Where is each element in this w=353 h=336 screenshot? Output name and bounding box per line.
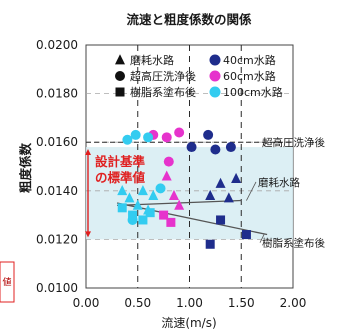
legend-marker: [115, 87, 125, 97]
stamp-text: 値: [2, 276, 11, 288]
legend-label: 磨耗水路: [130, 54, 174, 67]
reference-line: [116, 202, 268, 236]
data-point: [122, 134, 133, 145]
data-point: [137, 185, 148, 196]
y-tick-label: 0.0200: [36, 38, 78, 52]
design-range-label-line: 設計基準: [95, 154, 146, 169]
arrow-head-up: [85, 149, 91, 156]
data-point: [216, 215, 226, 225]
y-tick-label: 0.0140: [36, 184, 78, 198]
legend-label: 40cm水路: [223, 54, 276, 67]
chart-title: 流速と粗度係数の関係: [126, 12, 252, 27]
legend-marker: [115, 71, 125, 81]
data-point: [174, 127, 185, 138]
x-tick-label: 1.50: [228, 296, 255, 310]
data-point: [231, 172, 242, 183]
x-tick-label: 0.00: [73, 296, 100, 310]
data-point: [161, 132, 172, 143]
legend-marker: [115, 54, 125, 65]
reference-line-label: 樹脂系塗布後: [262, 237, 325, 250]
data-point: [145, 208, 155, 218]
data-point: [124, 192, 135, 203]
data-point: [186, 142, 197, 153]
data-point: [159, 210, 169, 220]
legend-marker: [209, 70, 221, 82]
legend-label: 樹脂系塗布後: [130, 85, 196, 99]
data-point: [130, 129, 141, 140]
data-point: [143, 132, 154, 143]
data-point: [117, 203, 127, 213]
data-point: [163, 156, 174, 167]
design-range-label-line: の標準値: [95, 170, 146, 185]
data-point: [117, 185, 128, 196]
reference-leader: [246, 181, 257, 201]
data-point: [203, 129, 214, 140]
data-point: [148, 189, 159, 200]
legend-label: 60cm水路: [223, 70, 276, 83]
reference-leader: [259, 234, 265, 243]
data-point: [155, 183, 166, 194]
legend-marker: [209, 86, 221, 98]
design-range-label: 設計基準の標準値: [95, 154, 146, 185]
legend-marker: [209, 54, 221, 66]
data-point: [241, 230, 251, 240]
stamp-box: [0, 261, 15, 303]
x-tick-label: 2.00: [280, 296, 307, 310]
data-point: [205, 189, 216, 200]
x-tick-label: 0.50: [124, 296, 151, 310]
data-point: [225, 142, 236, 153]
reference-line-label: 超高圧洗浄後: [262, 136, 325, 149]
data-point: [132, 199, 143, 210]
y-tick-label: 0.0160: [36, 135, 78, 149]
x-tick-label: 1.00: [176, 296, 203, 310]
reference-line-label: 磨耗水路: [258, 176, 300, 189]
y-tick-label: 0.0120: [36, 232, 78, 246]
legend-label: 超高圧洗浄後: [130, 69, 196, 83]
arrow-head-down: [85, 231, 91, 238]
data-point: [138, 215, 148, 225]
data-point: [166, 217, 176, 227]
y-axis-label: 粗度係数: [18, 143, 33, 194]
y-tick-label: 0.0180: [36, 87, 78, 101]
data-point: [215, 177, 226, 188]
data-point: [205, 239, 215, 249]
data-point: [161, 170, 172, 181]
y-tick-label: 0.0100: [36, 281, 78, 295]
data-point: [168, 189, 179, 200]
data-point: [128, 210, 138, 220]
data-point: [223, 192, 234, 203]
data-point: [210, 144, 221, 155]
legend-label: 100cm水路: [223, 86, 283, 99]
data-point: [174, 199, 185, 210]
x-axis-label: 流速(m/s): [161, 316, 216, 330]
